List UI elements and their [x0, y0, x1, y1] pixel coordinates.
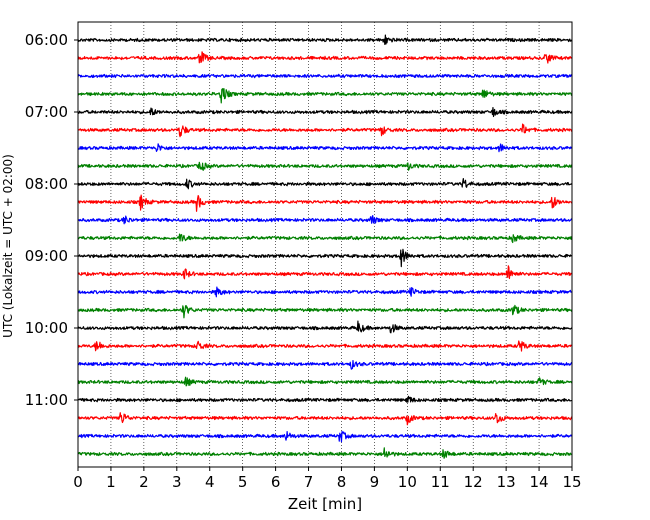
- y-tick-label: 10:00: [25, 319, 68, 337]
- trace-row: [77, 340, 573, 352]
- x-tick-label: 2: [139, 473, 149, 491]
- x-tick-label: 7: [304, 473, 314, 491]
- x-tick-label: 15: [562, 473, 581, 491]
- trace-row: [77, 233, 573, 244]
- seismic-traces: [77, 34, 573, 459]
- trace-row: [77, 286, 573, 298]
- x-axis: 0 1 2 3 4 5 6 7 8 9 10 11 12 13 14 15: [73, 467, 582, 491]
- x-tick-label: 4: [205, 473, 215, 491]
- trace-row: [77, 376, 573, 387]
- trace-row: [77, 34, 573, 45]
- trace-row: [77, 412, 573, 426]
- trace-row: [77, 320, 573, 334]
- trace-row: [77, 88, 573, 104]
- y-axis-title: UTC (Lokalzeit = UTC + 02:00): [1, 154, 15, 338]
- y-tick-label: 08:00: [25, 175, 68, 193]
- trace-row: [77, 248, 573, 268]
- x-tick-label: 11: [431, 473, 450, 491]
- trace-row: [77, 304, 573, 319]
- x-tick-label: 0: [73, 473, 83, 491]
- y-tick-label: 11:00: [25, 391, 68, 409]
- y-tick-label: 09:00: [25, 247, 68, 265]
- grid-lines: [110, 22, 540, 467]
- trace-row: [77, 215, 573, 225]
- trace-row: [77, 106, 573, 118]
- x-tick-label: 3: [172, 473, 182, 491]
- y-tick-label: 07:00: [25, 103, 68, 121]
- x-axis-title: Zeit [min]: [288, 495, 362, 513]
- x-tick-label: 1: [106, 473, 116, 491]
- trace-row: [77, 51, 573, 64]
- x-tick-label: 10: [398, 473, 417, 491]
- x-tick-label: 6: [271, 473, 281, 491]
- trace-row: [77, 178, 573, 190]
- x-tick-label: 12: [464, 473, 483, 491]
- trace-row: [77, 265, 573, 280]
- trace-row: [77, 395, 573, 403]
- trace-row: [77, 73, 573, 79]
- y-tick-label: 06:00: [25, 31, 68, 49]
- plot-frame: [77, 21, 573, 468]
- y-axis: 06:00 07:00 08:00 09:00 10:00 11:00: [25, 31, 78, 409]
- x-tick-label: 9: [370, 473, 380, 491]
- x-tick-label: 14: [530, 473, 549, 491]
- trace-row: [77, 194, 573, 212]
- x-tick-label: 5: [238, 473, 248, 491]
- trace-row: [77, 143, 573, 153]
- trace-row: [77, 430, 573, 443]
- trace-row: [77, 447, 573, 459]
- trace-row: [77, 161, 573, 171]
- x-tick-label: 8: [337, 473, 347, 491]
- trace-row: [77, 359, 573, 370]
- trace-row: [77, 123, 573, 138]
- x-tick-label: 13: [497, 473, 516, 491]
